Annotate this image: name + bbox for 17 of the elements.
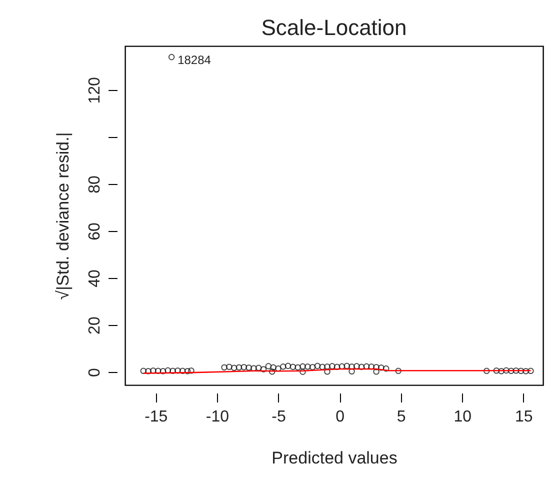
y-tick-label: 120 — [86, 77, 104, 104]
x-axis-title: Predicted values — [272, 448, 398, 468]
x-tick-label: 5 — [396, 408, 406, 426]
y-tick-label: 40 — [86, 270, 104, 288]
x-tick-label: 10 — [454, 408, 472, 426]
y-tick-label: 20 — [86, 316, 104, 334]
x-tick-label: -15 — [144, 408, 168, 426]
x-tick-label: -10 — [206, 408, 230, 426]
x-tick-label: -5 — [272, 408, 286, 426]
x-tick-label: 0 — [336, 408, 345, 426]
y-tick-label: 60 — [86, 222, 104, 240]
chart-title: Scale-Location — [261, 15, 407, 40]
y-tick-label: 80 — [86, 176, 104, 194]
y-tick-label: 0 — [86, 368, 104, 378]
y-axis-title: √|Std. deviance resid.| — [54, 132, 72, 300]
x-tick-label: 15 — [514, 408, 533, 426]
annotation: 18284 — [178, 53, 212, 68]
